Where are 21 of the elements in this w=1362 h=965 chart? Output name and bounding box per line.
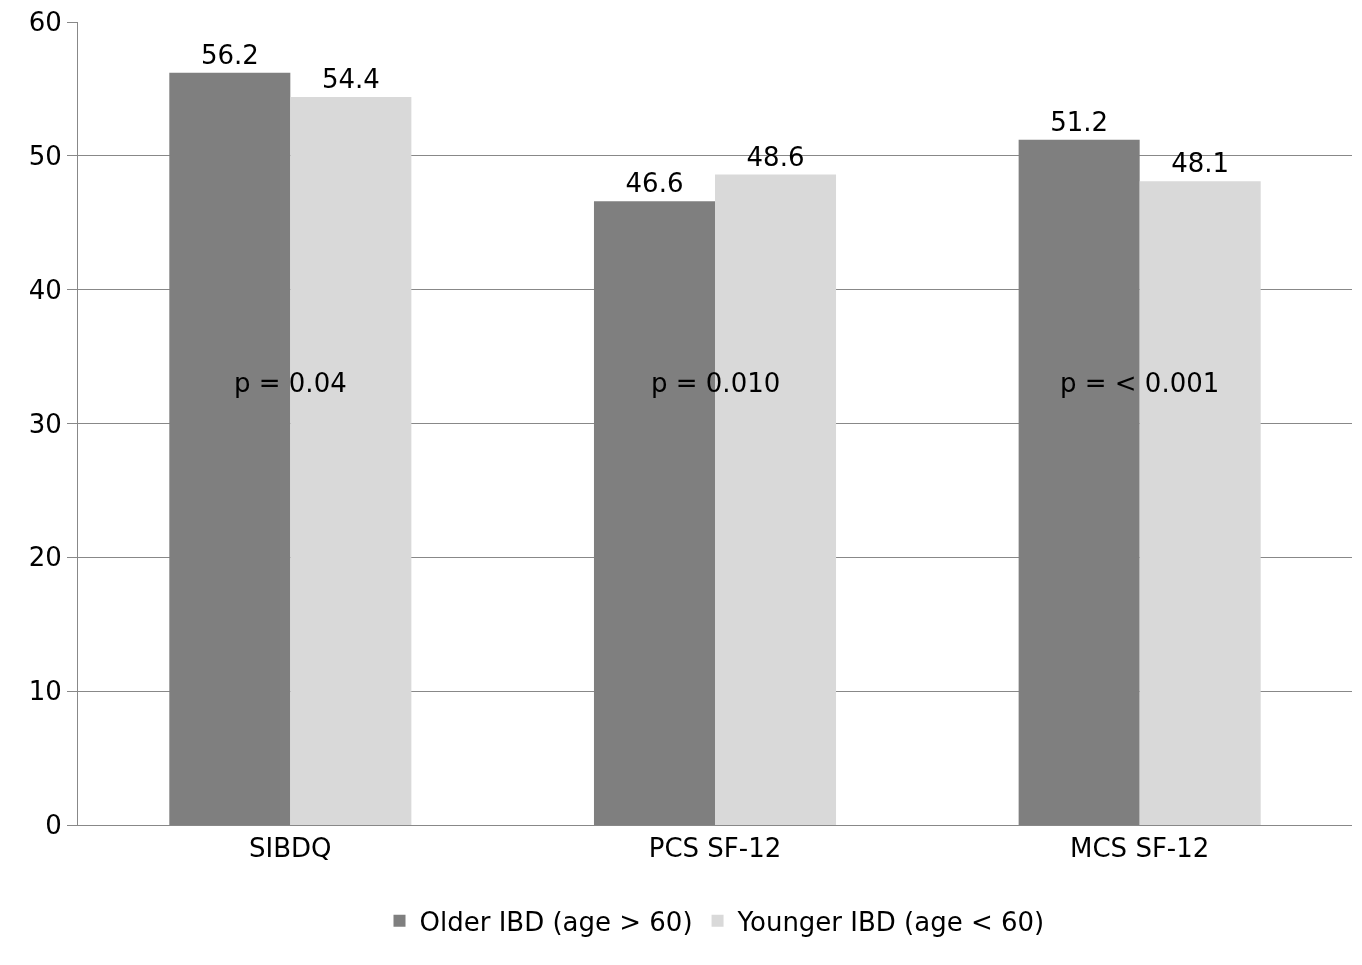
y-tick-label: 10 — [28, 676, 62, 707]
y-tick-label: 30 — [28, 408, 62, 439]
legend-label: Older IBD (age > 60) — [419, 906, 693, 937]
legend-label: Younger IBD (age < 60) — [736, 906, 1045, 937]
annotation: p = < 0.001 — [1060, 368, 1220, 398]
x-tick-label: MCS SF-12 — [1070, 833, 1210, 864]
data-label: 48.1 — [1171, 148, 1230, 179]
y-tick-label: 20 — [28, 542, 62, 573]
x-tick-label: PCS SF-12 — [648, 833, 782, 864]
y-tick-label: 60 — [28, 7, 62, 38]
y-tick-label: 0 — [45, 810, 62, 841]
data-label: 54.4 — [321, 63, 380, 94]
y-tick-label: 50 — [28, 140, 62, 171]
y-tick-label: 40 — [28, 274, 62, 305]
data-label: 56.2 — [200, 39, 259, 70]
annotation: p = 0.04 — [234, 368, 347, 398]
x-tick-label: SIBDQ — [249, 833, 332, 864]
data-label: 46.6 — [625, 168, 684, 199]
data-label: 48.6 — [746, 141, 805, 172]
annotation: p = 0.010 — [651, 368, 781, 398]
data-label: 51.2 — [1050, 106, 1109, 137]
